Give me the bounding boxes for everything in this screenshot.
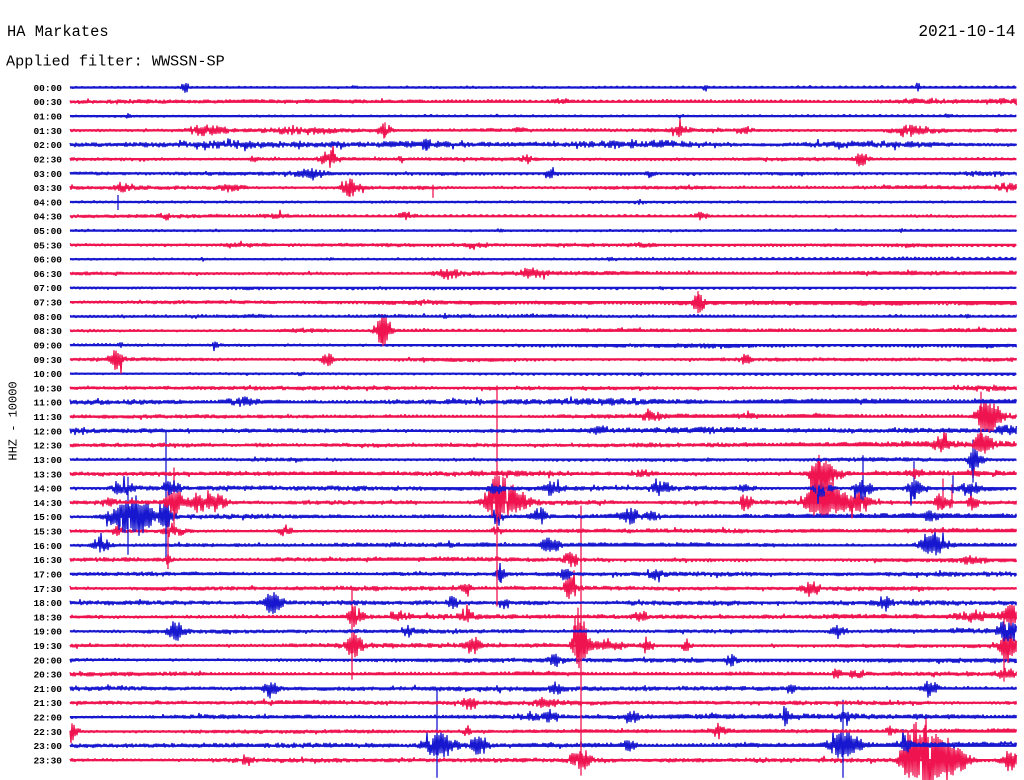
svg-text:19:30: 19:30 [33, 641, 62, 652]
svg-text:14:00: 14:00 [33, 484, 62, 495]
svg-text:18:00: 18:00 [33, 598, 62, 609]
svg-text:16:30: 16:30 [33, 555, 62, 566]
svg-text:19:00: 19:00 [33, 627, 62, 638]
svg-text:04:30: 04:30 [33, 212, 62, 223]
svg-text:2021-10-14: 2021-10-14 [918, 23, 1015, 41]
svg-text:21:30: 21:30 [33, 698, 62, 709]
svg-text:23:00: 23:00 [33, 741, 62, 752]
svg-text:17:30: 17:30 [33, 584, 62, 595]
svg-text:13:30: 13:30 [33, 469, 62, 480]
svg-text:01:30: 01:30 [33, 126, 62, 137]
svg-text:Applied filter: WWSSN-SP: Applied filter: WWSSN-SP [6, 53, 225, 71]
svg-text:09:00: 09:00 [33, 341, 62, 352]
svg-text:05:00: 05:00 [33, 226, 62, 237]
svg-text:10:30: 10:30 [33, 383, 62, 394]
svg-text:14:30: 14:30 [33, 498, 62, 509]
svg-text:01:00: 01:00 [33, 112, 62, 123]
svg-text:06:30: 06:30 [33, 269, 62, 280]
svg-text:21:00: 21:00 [33, 684, 62, 695]
svg-text:HHZ - 10000: HHZ - 10000 [7, 381, 21, 460]
svg-text:11:00: 11:00 [33, 398, 62, 409]
svg-text:02:00: 02:00 [33, 140, 62, 151]
svg-text:08:30: 08:30 [33, 326, 62, 337]
svg-text:12:30: 12:30 [33, 441, 62, 452]
svg-text:22:00: 22:00 [33, 713, 62, 724]
svg-text:22:30: 22:30 [33, 727, 62, 738]
svg-text:12:00: 12:00 [33, 426, 62, 437]
svg-text:18:30: 18:30 [33, 612, 62, 623]
svg-text:13:00: 13:00 [33, 455, 62, 466]
svg-text:HA Markates: HA Markates [7, 23, 109, 41]
svg-text:00:00: 00:00 [33, 83, 62, 94]
svg-text:20:00: 20:00 [33, 655, 62, 666]
svg-text:23:30: 23:30 [33, 756, 62, 767]
svg-text:06:00: 06:00 [33, 255, 62, 266]
svg-text:04:00: 04:00 [33, 197, 62, 208]
svg-text:07:00: 07:00 [33, 283, 62, 294]
svg-text:16:00: 16:00 [33, 541, 62, 552]
svg-text:07:30: 07:30 [33, 298, 62, 309]
svg-text:03:00: 03:00 [33, 169, 62, 180]
svg-text:15:00: 15:00 [33, 512, 62, 523]
svg-text:08:00: 08:00 [33, 312, 62, 323]
svg-text:03:30: 03:30 [33, 183, 62, 194]
svg-text:00:30: 00:30 [33, 97, 62, 108]
svg-text:17:00: 17:00 [33, 569, 62, 580]
svg-text:11:30: 11:30 [33, 412, 62, 423]
svg-text:10:00: 10:00 [33, 369, 62, 380]
svg-text:02:30: 02:30 [33, 155, 62, 166]
svg-text:20:30: 20:30 [33, 670, 62, 681]
svg-text:09:30: 09:30 [33, 355, 62, 366]
svg-text:05:30: 05:30 [33, 240, 62, 251]
svg-text:15:30: 15:30 [33, 527, 62, 538]
